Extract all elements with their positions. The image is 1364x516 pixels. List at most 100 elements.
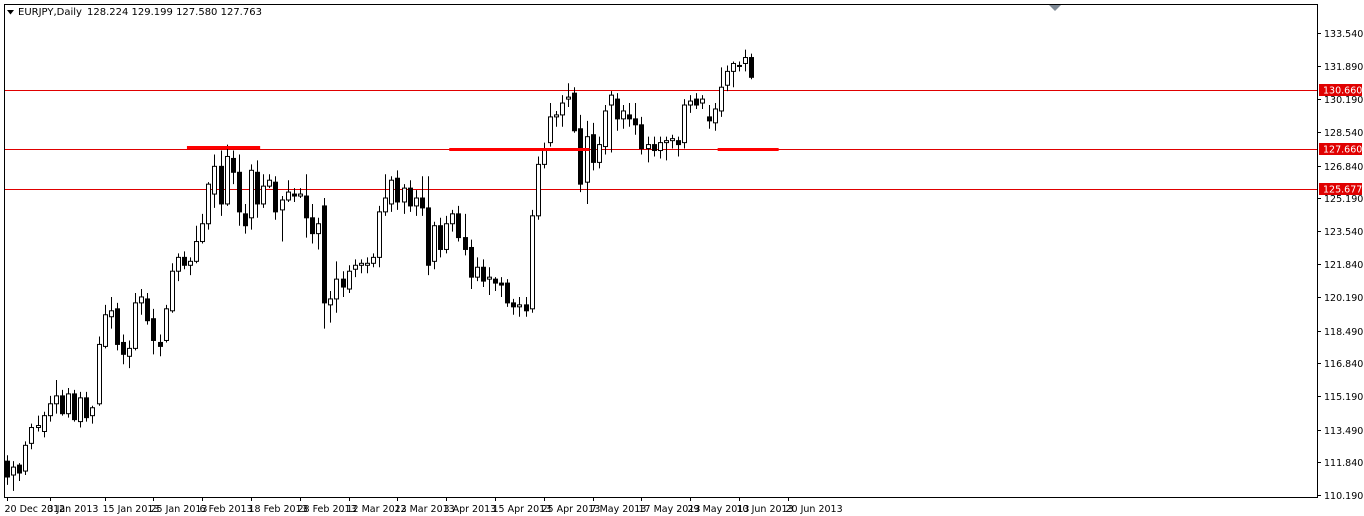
candle-body	[170, 270, 175, 312]
candle	[749, 53, 754, 80]
scroll-shift-icon[interactable]	[1049, 5, 1061, 11]
candle-body	[78, 397, 83, 423]
candle	[316, 217, 321, 250]
candle	[700, 95, 705, 109]
candle	[493, 277, 498, 292]
candle	[554, 110, 559, 127]
candle-body	[377, 211, 382, 258]
candle	[585, 120, 590, 204]
candle	[713, 103, 718, 131]
candle	[566, 83, 571, 107]
candle-body	[249, 169, 254, 219]
y-tick-label: 123.540	[1324, 227, 1363, 238]
candle	[255, 160, 260, 218]
x-tick-label: 20 Dec 2012	[5, 504, 66, 515]
candle-body	[463, 237, 468, 250]
candle-body	[438, 225, 443, 250]
y-tick-label: 125.190	[1324, 194, 1363, 205]
candle	[347, 265, 352, 293]
candle	[664, 136, 669, 161]
candle-body	[389, 179, 394, 205]
candle-body	[359, 262, 364, 266]
candle	[304, 174, 309, 238]
candle	[731, 61, 736, 88]
candle-body	[121, 341, 126, 355]
candle	[444, 215, 449, 254]
candle-body	[182, 256, 187, 266]
candle	[97, 336, 102, 406]
candle-body	[365, 262, 370, 266]
candle	[273, 176, 278, 220]
candle	[29, 423, 34, 450]
candle-body	[188, 260, 193, 266]
candle-body	[414, 197, 419, 207]
candle	[694, 93, 699, 109]
candle-body	[524, 304, 529, 312]
candle-body	[84, 397, 89, 419]
candle	[408, 180, 413, 212]
candle	[639, 116, 644, 155]
candle	[267, 174, 272, 189]
y-tick-label: 111.840	[1324, 458, 1363, 469]
price-tag-background	[1319, 143, 1362, 155]
candle	[389, 176, 394, 212]
x-tick-label: 25 Jan 2013	[151, 504, 208, 515]
symbol-menu-arrow-icon[interactable]	[7, 10, 14, 15]
candle-body	[353, 264, 358, 270]
candle	[334, 261, 339, 313]
candle-body	[597, 144, 602, 163]
candle-body	[682, 104, 687, 144]
candle	[707, 105, 712, 129]
y-tick-label: 115.190	[1324, 392, 1363, 403]
candle-body	[72, 393, 77, 421]
candle-body	[127, 347, 132, 357]
candle	[341, 271, 346, 297]
candle-body	[328, 298, 333, 306]
candle	[414, 190, 419, 216]
candle	[688, 95, 693, 113]
candle	[36, 415, 41, 432]
candle-body	[420, 197, 425, 209]
candle-body	[54, 395, 59, 405]
candle-body	[517, 304, 522, 308]
candle	[158, 334, 163, 357]
candle-body	[261, 185, 266, 205]
candle	[298, 188, 303, 199]
candle-body	[408, 187, 413, 207]
candle-body	[280, 199, 285, 211]
price-tag-background	[1319, 183, 1362, 195]
candle	[469, 239, 474, 290]
candle	[365, 257, 370, 274]
candle-body	[109, 310, 114, 318]
candle	[194, 225, 199, 264]
candle-body	[688, 100, 693, 106]
candle-body	[176, 256, 181, 272]
candle	[17, 463, 22, 481]
candle-body	[347, 270, 352, 290]
candle-body	[97, 343, 102, 405]
y-tick-label: 121.840	[1324, 260, 1363, 271]
candle	[72, 389, 77, 422]
candle	[84, 391, 89, 422]
candle-body	[212, 165, 217, 195]
candle-body	[591, 134, 596, 163]
candle	[658, 136, 663, 159]
candle	[517, 296, 522, 317]
candle	[42, 411, 47, 438]
candle-body	[395, 177, 400, 203]
candle	[353, 259, 358, 278]
price-tag-2: 125.677	[1319, 183, 1362, 196]
candle-body	[725, 70, 730, 86]
trendlines	[186, 146, 779, 152]
candle-body	[603, 110, 608, 148]
candle-body	[341, 278, 346, 288]
candle-body	[566, 96, 571, 100]
candle	[578, 114, 583, 193]
candle-body	[145, 298, 150, 322]
price-tag-1: 127.660	[1319, 143, 1362, 156]
candle	[115, 302, 120, 351]
candle-body	[585, 136, 590, 183]
candle	[511, 298, 516, 315]
candle-body	[206, 183, 211, 225]
